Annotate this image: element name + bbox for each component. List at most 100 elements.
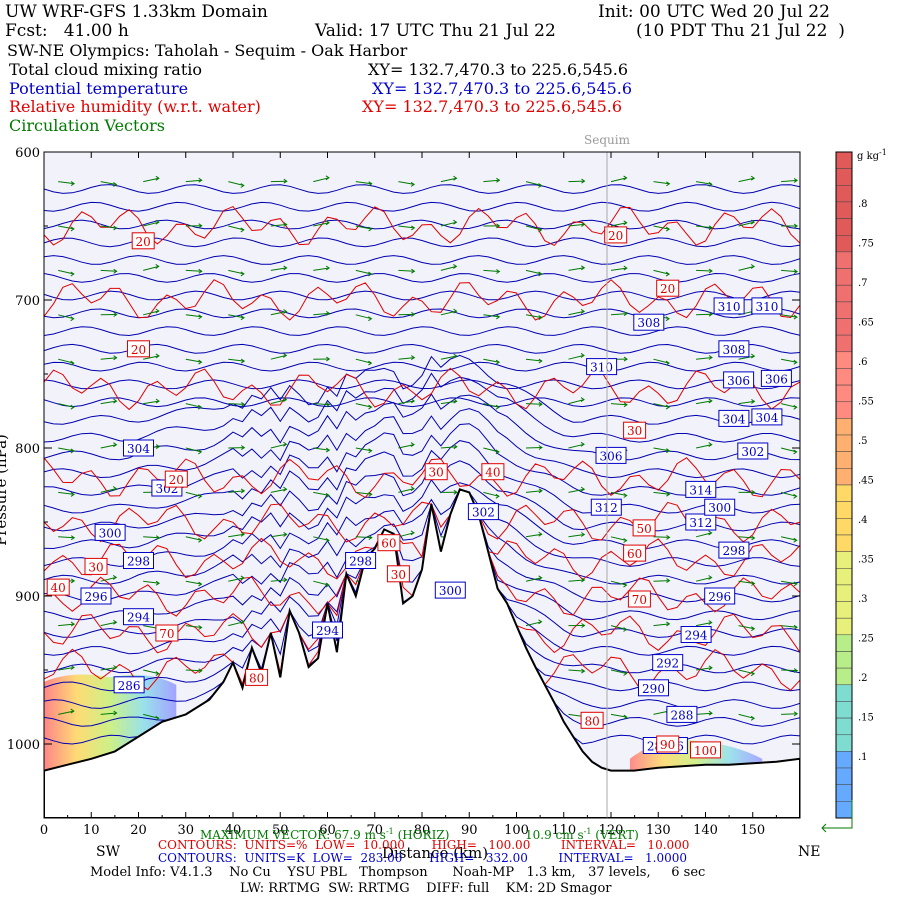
circulation-vector-head: [70, 491, 75, 497]
circulation-vector: [781, 669, 798, 672]
reference-vector-head: [821, 823, 827, 833]
circulation-vector: [313, 222, 330, 227]
x-tick-label: 100: [504, 823, 529, 838]
circulation-vector-head: [410, 486, 415, 492]
theta-label: 304: [755, 411, 778, 425]
circulation-vector: [653, 491, 670, 495]
theta-contour-line: [44, 460, 800, 532]
colorbar-frame: [835, 151, 853, 819]
circulation-vector-head: [283, 486, 288, 492]
circulation-vector-head: [538, 575, 543, 581]
circulation-vector-head: [283, 265, 288, 271]
circulation-vector-head: [496, 177, 501, 183]
rh-label: 60: [381, 537, 396, 551]
circulation-vector: [185, 625, 202, 628]
circulation-vector: [100, 712, 117, 715]
circulation-vector-head: [708, 530, 713, 536]
circulation-vector: [100, 400, 117, 405]
circulation-vector-head: [623, 714, 628, 720]
colorbar-segment: [835, 568, 853, 586]
circulation-vector: [58, 536, 75, 539]
circulation-vector: [58, 667, 75, 671]
circulation-vector-head: [623, 220, 628, 226]
circulation-vector: [440, 177, 457, 183]
circulation-vector: [696, 269, 713, 272]
rh-label: 20: [169, 473, 184, 487]
circulation-vector-head: [70, 316, 75, 322]
circulation-vector-head: [793, 493, 798, 499]
circulation-vector: [781, 625, 798, 628]
theta-label-box: [638, 679, 669, 697]
circulation-vectors: [58, 175, 799, 721]
circulation-vector-head: [325, 220, 330, 226]
colorbar-tick-label: .65: [858, 318, 874, 329]
circulation-vector-head: [113, 398, 118, 404]
circulation-vector-head: [793, 624, 798, 630]
circulation-vector: [483, 314, 500, 318]
circulation-vector-head: [453, 489, 458, 495]
circulation-vector: [738, 355, 755, 360]
circulation-vector: [270, 267, 287, 271]
colorbar-segment: [835, 434, 853, 452]
theta-label: 310: [718, 300, 741, 314]
circulation-vector-head: [750, 715, 756, 721]
circulation-vector-head: [581, 178, 586, 184]
circulation-vector: [355, 536, 372, 539]
rh-label-box: [164, 470, 188, 488]
circulation-vector-head: [708, 398, 713, 404]
circulation-vector-head: [198, 537, 203, 543]
circulation-vector-head: [240, 619, 245, 625]
colorbar-segment: [835, 551, 853, 569]
circulation-vector: [270, 443, 287, 449]
circulation-vector: [610, 491, 627, 496]
circulation-vector-head: [240, 183, 245, 188]
theta-label-box: [751, 297, 783, 315]
circulation-vector: [398, 181, 415, 185]
theta-label-box: [704, 498, 736, 516]
circulation-vector: [696, 225, 713, 229]
circulation-vector-head: [538, 619, 543, 625]
circulation-vector: [440, 446, 457, 449]
model-title: UW WRF-GFS 1.33km Domain: [5, 2, 268, 22]
colorbar-segment: [835, 717, 853, 735]
circulation-vector-head: [283, 309, 288, 314]
circulation-vector: [525, 403, 542, 405]
circulation-vector: [143, 713, 159, 719]
circulation-vector: [185, 580, 202, 585]
circulation-vector: [355, 358, 372, 364]
circulation-vector: [483, 179, 500, 183]
circulation-vector-head: [113, 268, 118, 274]
circulation-vector-head: [453, 263, 458, 269]
circulation-vector-head: [325, 175, 330, 181]
rh-contour-line: [44, 367, 800, 411]
colorbar-units-text: g kg: [857, 151, 880, 162]
rh-label: 70: [632, 593, 647, 607]
y-tick-label: 900: [15, 590, 40, 605]
circulation-vector: [440, 400, 457, 405]
theta-contour-info: CONTOURS: UNITS=K LOW= 283.00 HIGH= 332.…: [158, 851, 687, 865]
circulation-vector-head: [581, 221, 586, 227]
circulation-vector-head: [496, 223, 501, 229]
colorbar-segment: [835, 235, 853, 253]
colorbar-segment: [835, 501, 853, 519]
circulation-vector: [568, 488, 585, 493]
theta-label-box: [704, 587, 736, 605]
circulation-vector: [610, 313, 628, 316]
field-theta-xy: XY= 132.7,470.3 to 225.6,545.6: [372, 79, 633, 98]
theta-contour-line: [44, 361, 800, 372]
colorbar-segment: [835, 601, 853, 619]
circulation-vector: [653, 181, 670, 185]
theta-label-box: [94, 523, 126, 541]
colorbar-segment: [835, 734, 853, 752]
circulation-vector-head: [325, 447, 331, 453]
circulation-vector: [653, 269, 670, 275]
circulation-vector-head: [665, 404, 671, 410]
circulation-vector: [525, 490, 542, 493]
colorbar-segment: [835, 518, 853, 536]
circulation-vector-head: [495, 493, 500, 499]
theta-label-box: [586, 358, 618, 376]
field-theta-label: Potential temperature: [9, 79, 189, 98]
theta-label-box: [737, 442, 769, 460]
circulation-vector: [610, 267, 627, 271]
circulation-vector-head: [751, 581, 756, 586]
